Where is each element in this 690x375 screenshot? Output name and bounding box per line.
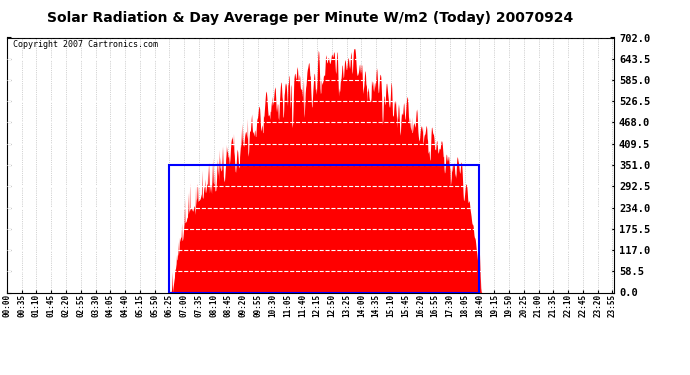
- Text: Copyright 2007 Cartronics.com: Copyright 2007 Cartronics.com: [13, 40, 158, 49]
- Bar: [169, 165, 480, 292]
- Text: Solar Radiation & Day Average per Minute W/m2 (Today) 20070924: Solar Radiation & Day Average per Minute…: [48, 11, 573, 25]
